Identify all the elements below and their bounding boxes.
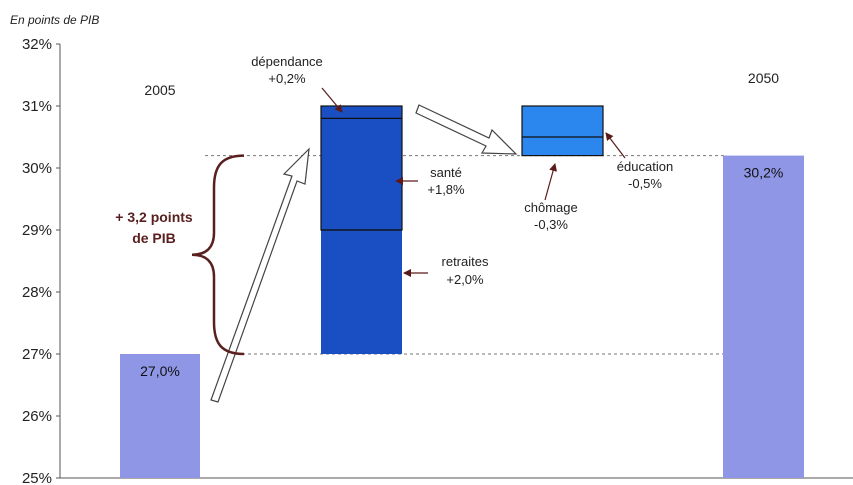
segment-chomage <box>522 137 603 156</box>
y-tick-label: 28% <box>22 284 52 301</box>
increase-stack-outline <box>320 105 403 231</box>
label-education-delta: -0,5% <box>628 176 662 191</box>
decrease-stack-outline <box>521 105 604 157</box>
pointer-education <box>605 132 626 159</box>
label-chomage-name: chômage <box>524 200 577 215</box>
segment-retraites <box>321 230 402 354</box>
y-tick-label: 29% <box>22 222 52 239</box>
y-tick-label: 27% <box>22 346 52 363</box>
label-sante-name: santé <box>430 165 462 180</box>
label-dependance-delta: +0,2% <box>268 71 306 86</box>
segment-dependance <box>321 106 402 119</box>
label-dependance-name: dépendance <box>251 54 323 69</box>
bar-2005 <box>120 354 200 478</box>
arrow-increase-to-decrease <box>415 104 518 155</box>
label-chomage-delta: -0,3% <box>534 217 568 232</box>
y-tick-label: 30% <box>22 160 52 177</box>
segment-education <box>522 106 603 137</box>
y-tick-label: 25% <box>22 470 52 485</box>
bar-2050 <box>723 155 804 478</box>
bar-2005-value-label: 27,0% <box>140 363 180 379</box>
brace-icon <box>191 154 245 356</box>
label-education-name: éducation <box>617 159 673 174</box>
unit-label: En points de PIB <box>10 13 99 27</box>
y-tick-label: 26% <box>22 408 52 425</box>
y-axis-ticks: 25% 26% 27% 28% 29% 30% 31% 32% <box>22 36 60 485</box>
arrow-2005-to-increase <box>210 147 310 403</box>
label-sante-delta: +1,8% <box>427 182 465 197</box>
label-retraites-name: retraites <box>442 254 489 269</box>
y-tick-label: 31% <box>22 98 52 115</box>
pointer-dependance <box>321 87 343 113</box>
brace-label-line2: de PIB <box>132 230 176 246</box>
bar-2050-year-label: 2050 <box>748 70 779 86</box>
y-tick-label: 32% <box>22 36 52 53</box>
pointer-chomage <box>544 163 557 201</box>
bar-2005-year-label: 2005 <box>144 82 175 98</box>
segment-sante <box>321 118 402 230</box>
brace-label-line1: + 3,2 points <box>115 209 193 225</box>
bar-2050-value-label: 30,2% <box>744 165 784 181</box>
label-retraites-delta: +2,0% <box>446 272 484 287</box>
